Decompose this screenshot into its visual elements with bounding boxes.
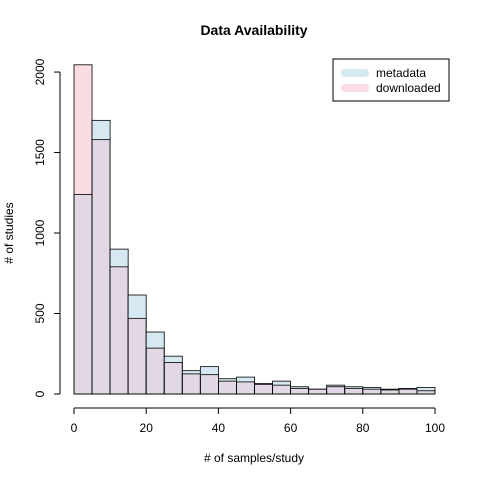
x-tick-label-5: 100: [425, 421, 445, 435]
y-tick-label-1: 500: [33, 303, 47, 323]
x-tick-label-3: 60: [284, 421, 298, 435]
bar-excess-1: [92, 120, 111, 140]
bar-overlap-9: [236, 381, 255, 394]
bar-overlap-7: [200, 374, 219, 394]
bar-excess-9: [236, 377, 255, 382]
bar-excess-17: [380, 389, 399, 390]
x-tick-label-0: 0: [71, 421, 78, 435]
bar-excess-2: [110, 249, 129, 267]
x-tick-label-2: 40: [212, 421, 226, 435]
bar-excess-8: [218, 378, 237, 382]
bar-excess-12: [290, 386, 309, 389]
bar-excess-16: [362, 387, 381, 390]
bar-overlap-17: [380, 389, 399, 394]
bar-overlap-2: [110, 266, 129, 394]
y-tick-label-4: 2000: [33, 58, 47, 85]
x-tick-label-4: 80: [356, 421, 370, 435]
bar-overlap-18: [398, 389, 417, 394]
bar-overlap-3: [128, 318, 147, 394]
bar-overlap-19: [416, 390, 435, 394]
bar-overlap-13: [308, 389, 327, 394]
chart-title: Data Availability: [200, 22, 307, 38]
bar-excess-10: [254, 383, 273, 385]
bar-overlap-10: [254, 384, 273, 394]
legend-label-downloaded: downloaded: [376, 81, 441, 95]
bar-overlap-15: [344, 388, 363, 394]
bar-excess-6: [182, 370, 201, 374]
bar-excess-14: [326, 385, 345, 387]
x-axis-label: # of samples/study: [204, 451, 304, 465]
y-axis-label: # of studies: [2, 202, 16, 263]
bar-overlap-16: [362, 389, 381, 394]
bar-overlap-11: [272, 385, 291, 394]
x-tick-label-1: 20: [140, 421, 154, 435]
bar-excess-3: [128, 295, 147, 319]
y-tick-label-2: 1000: [33, 219, 47, 246]
bar-overlap-0: [74, 194, 93, 394]
bar-overlap-1: [92, 139, 111, 394]
bar-excess-4: [146, 332, 165, 349]
bar-excess-11: [272, 381, 291, 386]
bar-excess-15: [344, 386, 363, 389]
bar-excess-5: [164, 356, 183, 363]
bar-overlap-6: [182, 373, 201, 394]
bar-overlap-8: [218, 381, 237, 394]
bar-downloaded-19: [416, 390, 436, 395]
bar-excess-19: [416, 387, 435, 391]
bar-overlap-12: [290, 388, 309, 394]
legend-box: [332, 58, 450, 102]
bars-layer: [73, 64, 436, 395]
legend-label-metadata: metadata: [376, 66, 426, 80]
bar-overlap-5: [164, 362, 183, 394]
y-tick-label-0: 0: [33, 390, 47, 397]
y-tick-label-3: 1500: [33, 139, 47, 166]
bar-excess-7: [200, 366, 219, 375]
bar-overlap-14: [326, 386, 345, 394]
bar-excess-18: [398, 388, 417, 390]
bar-excess-0: [74, 64, 93, 195]
bar-overlap-4: [146, 348, 165, 394]
